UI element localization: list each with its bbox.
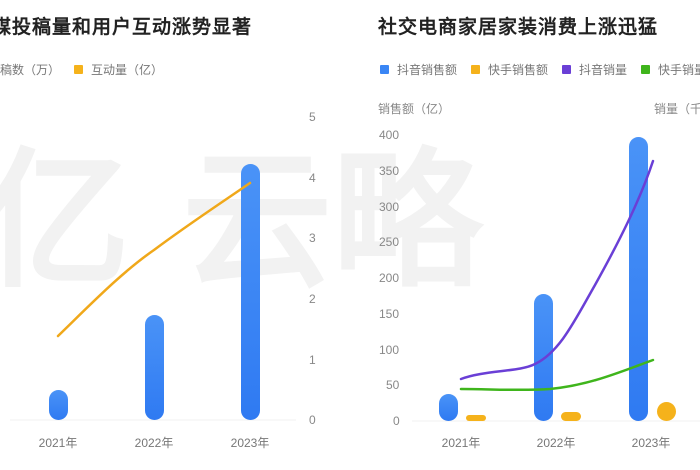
right-axis-tick: 3 xyxy=(309,231,316,245)
x-tick-2021: 2021年 xyxy=(441,436,481,450)
x-tick-2022: 2022年 xyxy=(134,436,174,450)
left-chart-panel: 媒投稿量和用户互动涨势显著 投稿数（万） 互动量（亿） 5 4 3 2 1 0 … xyxy=(0,0,345,470)
left-axis-tick: 250 xyxy=(379,235,400,249)
legend-item-douyin-sales[interactable]: 抖音销售额 xyxy=(380,61,457,78)
legend-label: 抖音销量 xyxy=(579,63,628,77)
left-axis-tick: 150 xyxy=(379,307,400,321)
legend-label: 互动量（亿） xyxy=(91,63,164,77)
kuaishou-volume-line[interactable] xyxy=(459,358,655,392)
right-axis-tick: 1 xyxy=(309,353,316,367)
bar-2023[interactable] xyxy=(241,164,260,420)
legend-swatch-icon xyxy=(562,65,572,74)
legend-swatch-icon xyxy=(74,65,84,74)
kuaishou-sales-bar-2022[interactable] xyxy=(561,412,581,421)
y-right-axis-label: 销量（千 xyxy=(654,102,700,116)
kuaishou-sales-bar-2023[interactable] xyxy=(657,402,676,421)
y-left-axis-label: 销售额（亿） xyxy=(378,102,451,116)
legend-label: 快手销售额 xyxy=(488,63,549,77)
legend-label: 抖音销售额 xyxy=(397,63,458,77)
right-axis-tick: 0 xyxy=(309,413,316,427)
right-axis-tick: 4 xyxy=(309,171,316,185)
left-chart-plot xyxy=(10,164,296,421)
legend-swatch-icon xyxy=(471,65,481,74)
left-axis-tick: 400 xyxy=(379,128,400,142)
right-chart-legend: 抖音销售额 快手销售额 抖音销量 快手销量 xyxy=(380,61,700,78)
left-axis-tick: 0 xyxy=(393,414,400,428)
legend-label: 快手销量 xyxy=(658,63,700,77)
left-axis-tick: 350 xyxy=(379,164,400,178)
legend-swatch-icon xyxy=(641,65,651,74)
right-axis-tick: 5 xyxy=(309,110,316,124)
douyin-sales-bar-2021[interactable] xyxy=(439,394,458,421)
x-tick-2023: 2023年 xyxy=(631,436,671,450)
left-chart-legend: 投稿数（万） 互动量（亿） xyxy=(0,61,177,78)
interactions-line[interactable] xyxy=(56,181,252,338)
legend-item-submissions[interactable]: 投稿数（万） xyxy=(0,61,60,78)
left-axis-tick: 100 xyxy=(379,343,400,357)
legend-item-kuaishou-sales[interactable]: 快手销售额 xyxy=(471,61,548,78)
bar-2021[interactable] xyxy=(49,390,68,420)
left-axis-tick: 300 xyxy=(379,200,400,214)
legend-swatch-icon xyxy=(380,65,389,74)
legend-item-interactions[interactable]: 互动量（亿） xyxy=(74,61,163,78)
right-axis-tick: 2 xyxy=(309,292,316,306)
right-chart-title: 社交电商家居家装消费上涨迅猛 xyxy=(378,16,659,38)
legend-label: 投稿数（万） xyxy=(0,63,61,77)
x-tick-2021: 2021年 xyxy=(38,436,78,450)
legend-item-kuaishou-volume[interactable]: 快手销量 xyxy=(641,61,700,78)
left-axis-tick: 200 xyxy=(379,271,400,285)
legend-item-douyin-volume[interactable]: 抖音销量 xyxy=(562,61,627,78)
left-chart-title: 媒投稿量和用户互动涨势显著 xyxy=(0,16,253,38)
douyin-volume-line[interactable] xyxy=(459,159,655,381)
kuaishou-sales-bar-2021[interactable] xyxy=(466,415,486,421)
x-tick-2022: 2022年 xyxy=(536,436,576,450)
bar-2022[interactable] xyxy=(145,315,164,420)
left-axis-tick: 50 xyxy=(386,378,400,392)
x-tick-2023: 2023年 xyxy=(230,436,270,450)
